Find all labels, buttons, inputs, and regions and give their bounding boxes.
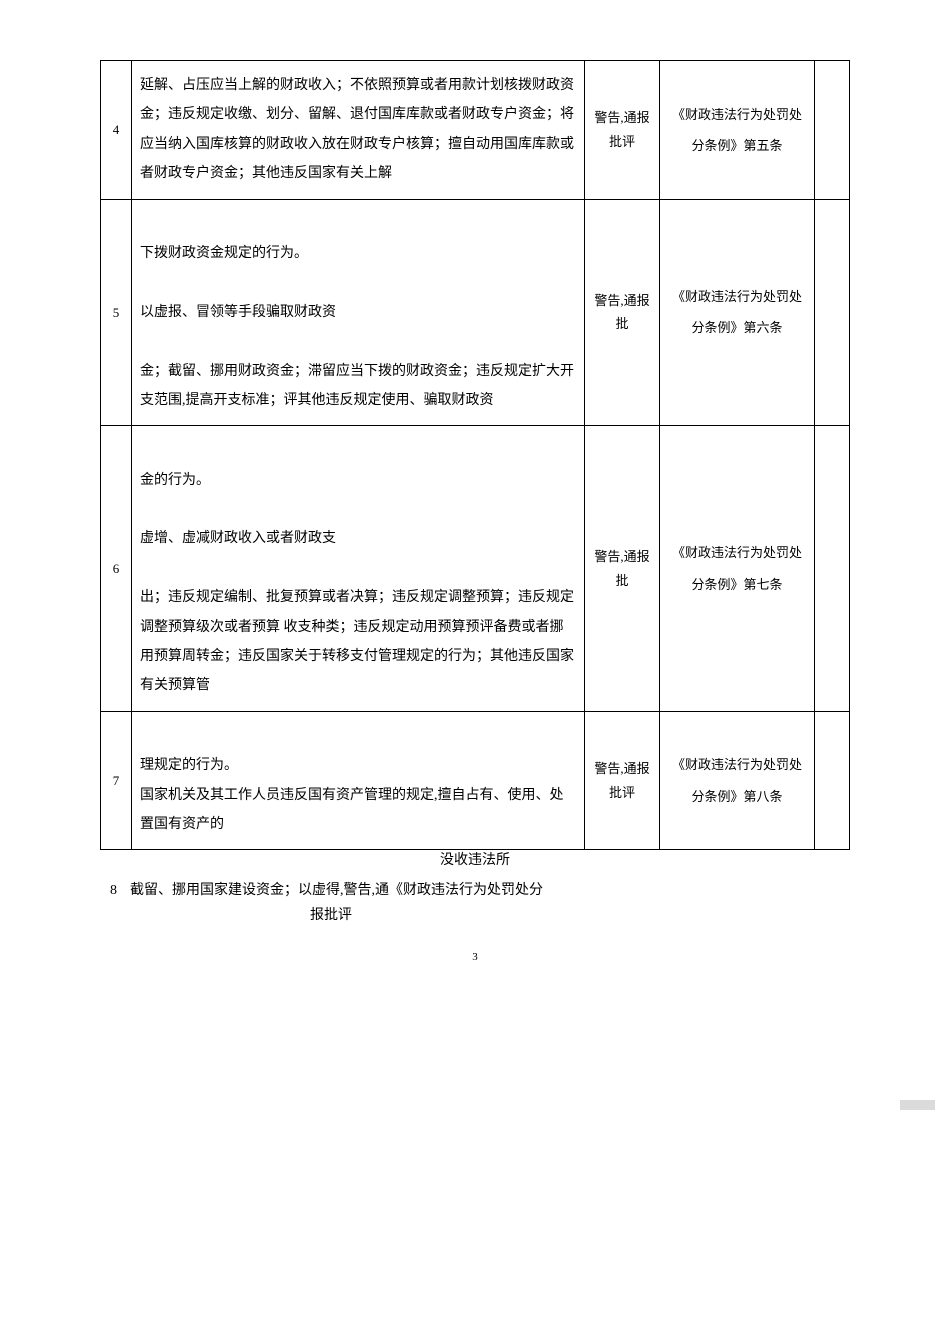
row-content: 理规定的行为。 国家机关及其工作人员违反国有资产管理的规定,擅自占有、使用、处置…: [131, 712, 584, 850]
row-basis: 《财政违法行为处罚处分条例》第五条: [659, 61, 814, 199]
row-remark: [814, 712, 849, 850]
row-action: 警告,通报批评: [584, 61, 659, 199]
row-content: 金的行为。 虚增、虚减财政收入或者财政支 出；违反规定编制、批复预算或者决算；违…: [131, 426, 584, 711]
row-number: 5: [101, 200, 131, 426]
row-number: 4: [101, 61, 131, 199]
footnote-number: 8: [100, 878, 130, 928]
row-action: 警告,通报批评: [584, 712, 659, 850]
row-number: 7: [101, 712, 131, 850]
table-row: 5 下拨财政资金规定的行为。 以虚报、冒领等手段骗取财政资 金；截留、挪用财政资…: [101, 200, 849, 427]
main-table: 4 延解、占压应当上解的财政收入；不依照预算或者用款计划核拨财政资金；违反规定收…: [100, 60, 850, 850]
row-remark: [814, 200, 849, 426]
footnote-content: 截留、挪用国家建设资金；以虚得,警告,通《财政违法行为处罚处分 报批评: [130, 878, 850, 928]
row-content: 延解、占压应当上解的财政收入；不依照预算或者用款计划核拨财政资金；违反规定收缴、…: [131, 61, 584, 199]
row-number: 6: [101, 426, 131, 711]
row-basis: 《财政违法行为处罚处分条例》第六条: [659, 200, 814, 426]
table-row: 7 理规定的行为。 国家机关及其工作人员违反国有资产管理的规定,擅自占有、使用、…: [101, 712, 849, 851]
row-action: 警告,通报批: [584, 200, 659, 426]
row-basis: 《财政违法行为处罚处分条例》第八条: [659, 712, 814, 850]
row-remark: [814, 61, 849, 199]
table-row: 4 延解、占压应当上解的财政收入；不依照预算或者用款计划核拨财政资金；违反规定收…: [101, 61, 849, 200]
row-remark: [814, 426, 849, 711]
row-content: 下拨财政资金规定的行为。 以虚报、冒领等手段骗取财政资 金；截留、挪用财政资金；…: [131, 200, 584, 426]
page-number: 3: [472, 948, 478, 968]
row-action: 警告,通报批: [584, 426, 659, 711]
side-decoration: [900, 1100, 935, 1110]
row-basis: 《财政违法行为处罚处分条例》第七条: [659, 426, 814, 711]
overlap-text: 没收违法所: [100, 848, 850, 873]
footnote-row: 8 截留、挪用国家建设资金；以虚得,警告,通《财政违法行为处罚处分 报批评: [100, 878, 850, 928]
table-row: 6 金的行为。 虚增、虚减财政收入或者财政支 出；违反规定编制、批复预算或者决算…: [101, 426, 849, 712]
